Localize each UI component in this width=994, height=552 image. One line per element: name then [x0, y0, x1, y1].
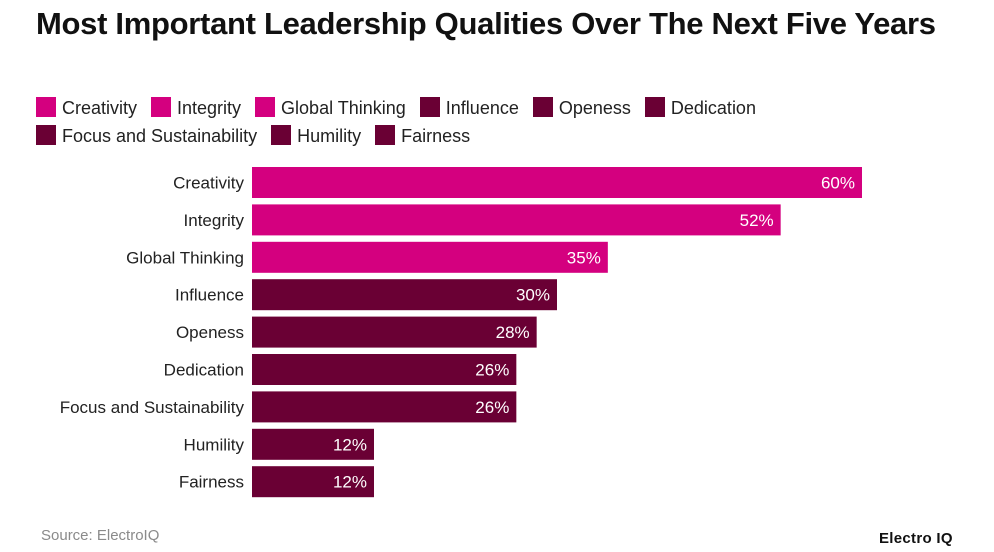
legend-swatch — [151, 97, 172, 117]
legend-label: Humility — [297, 126, 362, 146]
bar — [252, 279, 557, 311]
legend-item: Fairness — [375, 122, 470, 150]
brand-logo: Electro IQ — [879, 530, 953, 547]
category-label: Humility — [184, 435, 245, 454]
legend-swatch — [255, 97, 276, 117]
value-label: 60% — [821, 174, 855, 193]
category-label: Dedication — [164, 361, 244, 380]
category-label: Creativity — [173, 174, 244, 193]
legend-item: Focus and Sustainability — [36, 122, 257, 150]
value-label: 28% — [496, 323, 530, 342]
legend-swatch — [271, 125, 292, 145]
category-label: Integrity — [184, 211, 245, 230]
legend-item: Influence — [419, 94, 519, 122]
legend-swatch — [419, 97, 440, 117]
legend-swatch — [644, 97, 665, 117]
legend-label: Dedication — [670, 98, 756, 118]
category-label: Focus and Sustainability — [60, 398, 245, 417]
legend-item: Global Thinking — [255, 94, 406, 122]
bar — [252, 241, 608, 273]
bar — [252, 167, 862, 198]
value-label: 12% — [333, 435, 367, 454]
value-label: 26% — [475, 361, 509, 380]
value-label: 12% — [333, 473, 367, 492]
value-label: 26% — [475, 398, 509, 417]
legend-label: Focus and Sustainability — [62, 126, 258, 146]
bar — [252, 391, 517, 423]
legend-swatch — [375, 125, 396, 145]
chart-legend: Creativity Integrity Global Thinking Influe… — [36, 94, 956, 150]
legend-item: Openess — [532, 94, 631, 122]
bar — [252, 428, 374, 460]
legend-swatch — [36, 97, 56, 117]
bar — [252, 316, 537, 348]
legend-label: Influence — [445, 98, 519, 118]
bar — [252, 204, 781, 236]
legend-swatch — [532, 97, 553, 117]
value-label: 35% — [567, 248, 601, 267]
category-label: Influence — [175, 286, 244, 305]
legend-label: Openess — [558, 98, 631, 118]
category-label: Openess — [176, 323, 244, 342]
bar — [252, 466, 374, 498]
legend-item: Dedication — [644, 94, 756, 122]
source-note: Source: ElectroIQ — [41, 527, 160, 544]
legend-label: Integrity — [177, 98, 242, 118]
chart-title: Most Important Leadership Qualities Over… — [36, 6, 936, 41]
legend-label: Creativity — [62, 98, 138, 118]
category-label: Fairness — [179, 473, 244, 492]
value-label: 30% — [516, 286, 550, 305]
legend-label: Global Thinking — [281, 98, 406, 118]
category-label: Global Thinking — [126, 248, 244, 267]
value-label: 52% — [740, 211, 774, 230]
bar — [252, 354, 517, 385]
legend-item: Integrity — [151, 94, 241, 122]
legend-label: Fairness — [401, 126, 471, 146]
legend-item: Creativity — [36, 94, 137, 122]
legend-swatch — [36, 125, 56, 145]
legend-item: Humility — [271, 122, 361, 150]
